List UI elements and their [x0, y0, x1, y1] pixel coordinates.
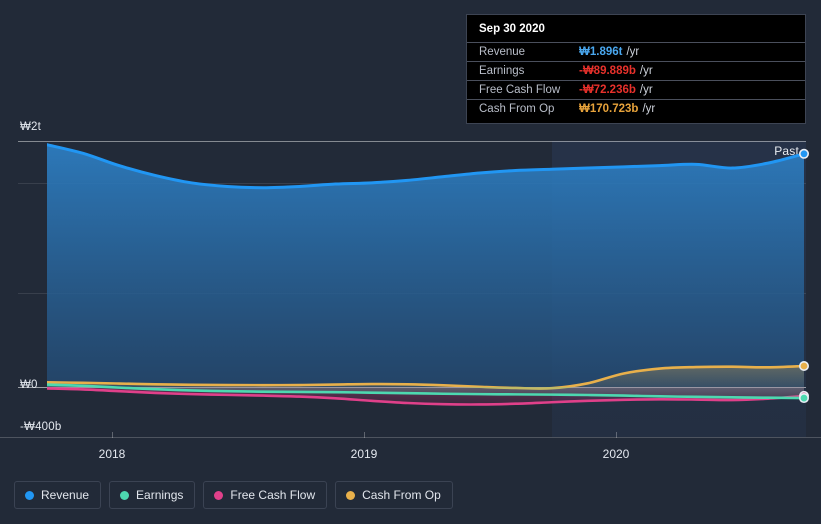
- legend-label-revenue: Revenue: [41, 488, 90, 502]
- x-tick-mark-2019: [364, 432, 365, 438]
- series-area-revenue: [47, 144, 804, 387]
- tooltip-unit-free-cash-flow: /yr: [639, 84, 653, 96]
- legend-item-revenue[interactable]: Revenue: [14, 481, 102, 509]
- legend-dot-free-cash-flow: [214, 490, 224, 500]
- tooltip-label-earnings: Earnings: [479, 65, 525, 77]
- series-line-earnings: [47, 383, 806, 400]
- series-line-cash-from-op: [47, 364, 806, 390]
- legend-label-cash-from-op: Cash From Op: [362, 488, 441, 502]
- legend-item-cash-from-op[interactable]: Cash From Op: [335, 481, 453, 509]
- tooltip-row-earnings: Earnings -₩89.889b /yr: [467, 61, 805, 80]
- x-tick-mark-2020: [616, 432, 617, 438]
- gridline-top: [18, 141, 806, 142]
- y-tick-label-0: ₩0: [20, 379, 38, 391]
- past-label: Past: [774, 144, 799, 158]
- series-line-free-cash-flow: [47, 387, 806, 406]
- tooltip-unit-revenue: /yr: [626, 46, 640, 58]
- tooltip-row-free-cash-flow: Free Cash Flow -₩72.236b /yr: [467, 80, 805, 99]
- tooltip-value-cash-from-op: ₩170.723b: [579, 103, 639, 115]
- x-tick-label-2019: 2019: [350, 447, 378, 461]
- legend-item-earnings[interactable]: Earnings: [109, 481, 196, 509]
- tooltip-label-free-cash-flow: Free Cash Flow: [479, 84, 561, 96]
- legend-item-free-cash-flow[interactable]: Free Cash Flow: [203, 481, 328, 509]
- tooltip-row-cash-from-op: Cash From Op ₩170.723b /yr: [467, 99, 805, 118]
- x-axis-line: [0, 437, 821, 438]
- x-tick-label-2020: 2020: [602, 447, 630, 461]
- tooltip: Sep 30 2020 Revenue ₩1.896t /yr Earnings…: [466, 14, 806, 124]
- x-tick-mark-2018: [112, 432, 113, 438]
- tooltip-value-earnings: -₩89.889b: [579, 65, 636, 77]
- tooltip-unit-earnings: /yr: [639, 65, 653, 77]
- y-tick-label-n400b: -₩400b: [20, 421, 62, 433]
- series-endpoint-cash-from-op[interactable]: [798, 361, 809, 372]
- series-endpoint-earnings[interactable]: [798, 393, 809, 404]
- tooltip-unit-cash-from-op: /yr: [642, 103, 656, 115]
- tooltip-value-revenue: ₩1.896t: [579, 46, 623, 58]
- legend-label-earnings: Earnings: [136, 488, 184, 502]
- tooltip-date: Sep 30 2020: [479, 23, 545, 35]
- series-area-cash-from-op: [47, 366, 804, 389]
- tooltip-row-revenue: Revenue ₩1.896t /yr: [467, 42, 805, 61]
- legend-dot-revenue: [25, 490, 34, 500]
- legend-label-free-cash-flow: Free Cash Flow: [230, 488, 316, 502]
- tooltip-label-revenue: Revenue: [479, 46, 526, 58]
- series-endpoint-revenue[interactable]: [798, 148, 809, 159]
- x-tick-label-2018: 2018: [98, 447, 126, 461]
- legend: Revenue Earnings Free Cash Flow Cash Fro…: [14, 481, 453, 509]
- series-line-revenue: [47, 143, 806, 190]
- tooltip-label-cash-from-op: Cash From Op: [479, 103, 555, 115]
- legend-dot-cash-from-op: [346, 490, 356, 500]
- y-tick-label-2t: ₩2t: [20, 121, 42, 133]
- legend-dot-earnings: [120, 490, 130, 500]
- tooltip-value-free-cash-flow: -₩72.236b: [579, 84, 636, 96]
